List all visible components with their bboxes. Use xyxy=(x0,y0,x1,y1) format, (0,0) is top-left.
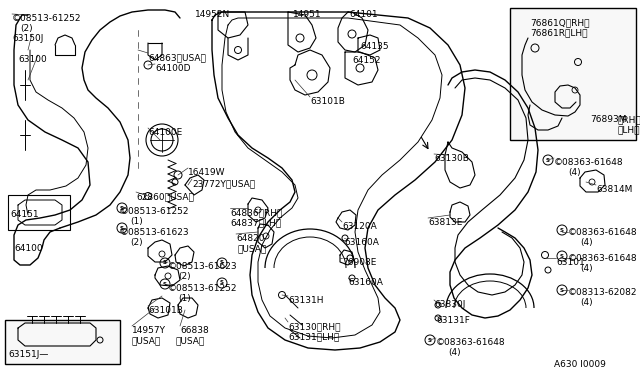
Text: S: S xyxy=(560,253,564,259)
Text: 63150J: 63150J xyxy=(12,34,44,43)
Text: 64100D: 64100D xyxy=(155,64,191,73)
Text: S: S xyxy=(220,280,224,285)
Text: 63101B: 63101B xyxy=(310,97,345,106)
Text: 64152: 64152 xyxy=(352,56,381,65)
Text: (4): (4) xyxy=(448,348,461,357)
Text: 63814M: 63814M xyxy=(596,185,632,194)
Text: 63130〈RH〉: 63130〈RH〉 xyxy=(288,322,340,331)
Text: (2): (2) xyxy=(130,238,143,247)
Text: ©08363-61648: ©08363-61648 xyxy=(568,228,637,237)
Text: 14952N: 14952N xyxy=(195,10,230,19)
Text: 64100: 64100 xyxy=(14,244,43,253)
Text: ©08513-61252: ©08513-61252 xyxy=(12,14,81,23)
Text: (4): (4) xyxy=(580,264,593,273)
Text: (2): (2) xyxy=(20,24,33,33)
Text: 63151J—: 63151J— xyxy=(8,350,49,359)
Text: 63813E: 63813E xyxy=(428,218,462,227)
Text: 〈USA〉: 〈USA〉 xyxy=(132,336,161,345)
Text: S: S xyxy=(163,260,167,266)
Text: ©08313-62082: ©08313-62082 xyxy=(568,288,637,297)
Bar xyxy=(8,195,70,230)
Text: (4): (4) xyxy=(580,298,593,307)
Text: S: S xyxy=(220,260,224,266)
Text: 63160A: 63160A xyxy=(344,238,379,247)
Text: 64863〈USA〉: 64863〈USA〉 xyxy=(148,53,206,62)
Text: ©08363-61648: ©08363-61648 xyxy=(436,338,506,347)
Text: ©08513-61623: ©08513-61623 xyxy=(168,262,237,271)
Text: 63131H: 63131H xyxy=(288,296,323,305)
Text: (4): (4) xyxy=(580,238,593,247)
Text: 66838: 66838 xyxy=(180,326,209,335)
Text: ©08513-61252: ©08513-61252 xyxy=(120,207,189,216)
Text: ©08363-61648: ©08363-61648 xyxy=(568,254,637,263)
Text: 〈RH〉: 〈RH〉 xyxy=(618,115,640,124)
Text: 63131〈LH〉: 63131〈LH〉 xyxy=(288,332,339,341)
Text: S: S xyxy=(560,288,564,292)
Text: 63120A: 63120A xyxy=(342,222,377,231)
Text: 76861R〈LH〉: 76861R〈LH〉 xyxy=(530,28,588,37)
Text: 76861Q〈RH〉: 76861Q〈RH〉 xyxy=(530,18,589,27)
Text: (1): (1) xyxy=(130,217,143,226)
Text: (2): (2) xyxy=(178,272,191,281)
Text: S: S xyxy=(428,337,432,343)
Text: 64101: 64101 xyxy=(349,10,378,19)
Text: S: S xyxy=(120,205,124,211)
Text: 14951: 14951 xyxy=(293,10,322,19)
Text: 63160A: 63160A xyxy=(348,278,383,287)
Text: 63101B: 63101B xyxy=(148,306,183,315)
Text: S: S xyxy=(163,282,167,286)
Text: A630 I0009: A630 I0009 xyxy=(554,360,606,369)
Text: S: S xyxy=(120,225,124,231)
Text: 63101: 63101 xyxy=(556,258,585,267)
Text: 64151: 64151 xyxy=(10,210,38,219)
Text: 64836〈RH〉: 64836〈RH〉 xyxy=(230,208,282,217)
Text: (4): (4) xyxy=(568,168,580,177)
Text: 16419W: 16419W xyxy=(188,168,225,177)
Text: 76908E: 76908E xyxy=(342,258,376,267)
Text: 63830J: 63830J xyxy=(434,300,465,309)
Bar xyxy=(5,320,120,364)
Text: ©08513-61252: ©08513-61252 xyxy=(168,284,237,293)
Text: (1): (1) xyxy=(178,294,191,303)
Text: 63100: 63100 xyxy=(18,55,47,64)
Text: 64100E: 64100E xyxy=(148,128,182,137)
Text: 63130B: 63130B xyxy=(434,154,469,163)
Text: 〈LH〉: 〈LH〉 xyxy=(618,125,640,134)
Text: 76893M: 76893M xyxy=(590,115,627,124)
Text: 14957Y: 14957Y xyxy=(132,326,166,335)
Text: 〈USA〉: 〈USA〉 xyxy=(238,244,268,253)
Text: S: S xyxy=(560,228,564,232)
Text: 64837〈LH〉: 64837〈LH〉 xyxy=(230,218,281,227)
Text: 64135: 64135 xyxy=(360,42,388,51)
Text: 62860〈USA〉: 62860〈USA〉 xyxy=(136,192,194,201)
Text: 63131F: 63131F xyxy=(436,316,470,325)
Bar xyxy=(510,8,636,140)
Text: 23772Y〈USA〉: 23772Y〈USA〉 xyxy=(192,179,255,188)
Text: ©08513-61623: ©08513-61623 xyxy=(120,228,189,237)
Text: ©08363-61648: ©08363-61648 xyxy=(554,158,623,167)
Text: S: S xyxy=(546,157,550,163)
Text: 〈USA〉: 〈USA〉 xyxy=(176,336,205,345)
Text: 64820: 64820 xyxy=(236,234,264,243)
